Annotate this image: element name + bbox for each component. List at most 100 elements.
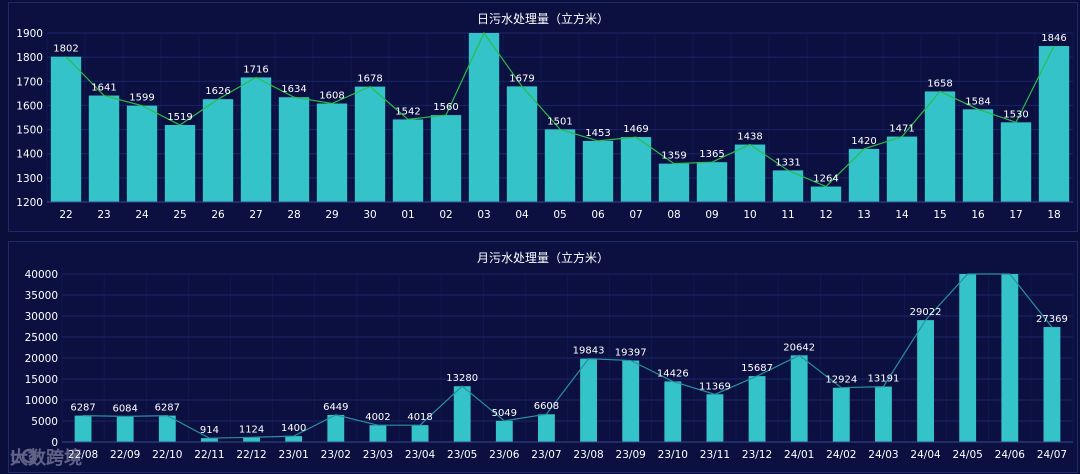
- daily-data-label: 1608: [319, 90, 344, 101]
- monthly-bar: [580, 358, 597, 442]
- daily-data-label: 1626: [205, 86, 230, 97]
- daily-x-tick-label: 14: [895, 209, 909, 221]
- monthly-bar: [748, 376, 766, 442]
- daily-bar: [506, 86, 538, 202]
- daily-bar: [772, 170, 804, 202]
- daily-x-tick-label: 30: [363, 209, 376, 221]
- monthly-data-label: 914: [200, 425, 219, 436]
- monthly-bar: [832, 387, 850, 442]
- monthly-data-label: 19397: [615, 348, 647, 359]
- monthly-bar: [201, 438, 218, 442]
- daily-data-label: 1716: [243, 64, 268, 75]
- monthly-x-tick-label: 24/04: [910, 449, 941, 461]
- daily-x-tick-label: 26: [211, 209, 225, 221]
- daily-x-tick-label: 07: [629, 209, 642, 221]
- monthly-x-tick-label: 22/09: [110, 449, 140, 461]
- daily-chart-panel: 日污水处理量（立方米） 1200 1300 1400 1500 1600 1700 1800…: [8, 2, 1078, 232]
- monthly-x-tick-label: 23/10: [658, 449, 688, 461]
- monthly-data-label: 29022: [910, 307, 942, 318]
- daily-y-tick-label: 1300: [16, 173, 43, 185]
- monthly-bar: [243, 437, 260, 442]
- daily-data-label: 1519: [167, 112, 192, 123]
- daily-x-tick-label: 22: [59, 209, 72, 221]
- daily-data-label: 1802: [53, 44, 78, 55]
- monthly-y-tick-label: 15000: [25, 374, 58, 386]
- monthly-bar: [917, 320, 934, 442]
- monthly-chart-title: 月污水处理量（立方米）: [476, 251, 609, 265]
- monthly-data-label: 6084: [112, 403, 137, 414]
- monthly-x-tick-label: 23/08: [573, 449, 603, 461]
- daily-data-label: 1420: [851, 136, 876, 147]
- monthly-x-tick-label: 23/06: [489, 449, 520, 461]
- monthly-y-tick-label: 10000: [25, 395, 58, 407]
- daily-bar: [164, 124, 196, 202]
- monthly-x-tick-label: 24/06: [995, 449, 1026, 461]
- monthly-data-label: 6449: [323, 402, 348, 413]
- monthly-x-tick-label: 22/10: [152, 449, 182, 461]
- monthly-x-tick-label: 22/11: [194, 449, 224, 461]
- daily-x-tick-label: 04: [515, 209, 529, 221]
- monthly-series-line: [83, 273, 1053, 439]
- daily-data-label: 1471: [889, 124, 914, 135]
- watermark-logo-icon: [11, 448, 37, 464]
- monthly-bar: [1043, 327, 1061, 442]
- daily-x-tick-label: 08: [667, 209, 680, 221]
- daily-bar: [1000, 122, 1032, 202]
- daily-data-label: 1365: [699, 149, 724, 160]
- monthly-data-label: 11369: [699, 381, 731, 392]
- daily-bar: [430, 115, 462, 202]
- daily-x-tick-label: 13: [857, 209, 870, 221]
- monthly-data-label: 13191: [868, 374, 900, 385]
- monthly-data-label: 19843: [573, 346, 605, 357]
- monthly-x-tick-label: 23/02: [321, 449, 351, 461]
- monthly-x-tick-label: 23/03: [363, 449, 393, 461]
- daily-x-tick-label: 28: [287, 209, 300, 221]
- daily-x-tick-label: 02: [439, 209, 452, 221]
- daily-y-tick-label: 1600: [16, 100, 43, 112]
- daily-x-tick-label: 06: [591, 209, 605, 221]
- daily-x-tick-label: 18: [1047, 209, 1060, 221]
- daily-bar: [886, 136, 918, 202]
- daily-bar: [354, 86, 386, 202]
- monthly-bar: [664, 381, 682, 442]
- daily-bar: [468, 33, 500, 202]
- daily-bar: [696, 162, 728, 202]
- daily-y-tick-label: 1900: [16, 28, 43, 40]
- daily-x-tick-label: 05: [553, 209, 566, 221]
- monthly-bar: [453, 386, 471, 442]
- daily-bar: [810, 186, 842, 202]
- monthly-x-tick-label: 23/09: [616, 449, 646, 461]
- daily-chart-svg: 1200130014001500160017001800190018021641…: [16, 28, 1074, 221]
- monthly-data-label: 1400: [281, 423, 306, 434]
- monthly-data-label: 4002: [365, 412, 390, 423]
- monthly-bar: [706, 394, 724, 442]
- monthly-bar: [411, 425, 429, 442]
- monthly-data-label: 27369: [1036, 314, 1068, 325]
- monthly-x-tick-label: 24/07: [1037, 449, 1067, 461]
- daily-y-tick-label: 1700: [16, 76, 43, 88]
- monthly-x-tick-label: 24/05: [953, 449, 983, 461]
- daily-data-label: 1658: [927, 78, 952, 89]
- monthly-y-tick-label: 25000: [25, 332, 58, 344]
- daily-data-label: 1438: [737, 132, 762, 143]
- daily-data-label: 1501: [547, 116, 572, 127]
- monthly-data-label: 5049: [492, 408, 517, 419]
- monthly-bar: [116, 416, 134, 442]
- daily-y-tick-label: 1400: [16, 149, 43, 161]
- daily-data-label: 1264: [813, 174, 838, 185]
- daily-data-label: 1599: [129, 93, 154, 104]
- daily-bar: [544, 129, 576, 202]
- monthly-x-tick-label: 23/01: [279, 449, 309, 461]
- monthly-x-tick-label: 23/12: [742, 449, 772, 461]
- daily-bar: [658, 163, 690, 202]
- daily-x-tick-label: 27: [249, 209, 262, 221]
- monthly-data-label: 6287: [70, 403, 95, 414]
- monthly-x-tick-label: 23/11: [700, 449, 730, 461]
- daily-bar: [962, 109, 994, 202]
- monthly-data-label: 6608: [534, 401, 559, 412]
- daily-y-tick-label: 1500: [16, 125, 43, 137]
- watermark-text: 大数跨境: [10, 448, 82, 469]
- daily-series-line: [65, 31, 1055, 188]
- monthly-y-tick-label: 30000: [25, 311, 58, 323]
- monthly-data-label: 15687: [741, 363, 773, 374]
